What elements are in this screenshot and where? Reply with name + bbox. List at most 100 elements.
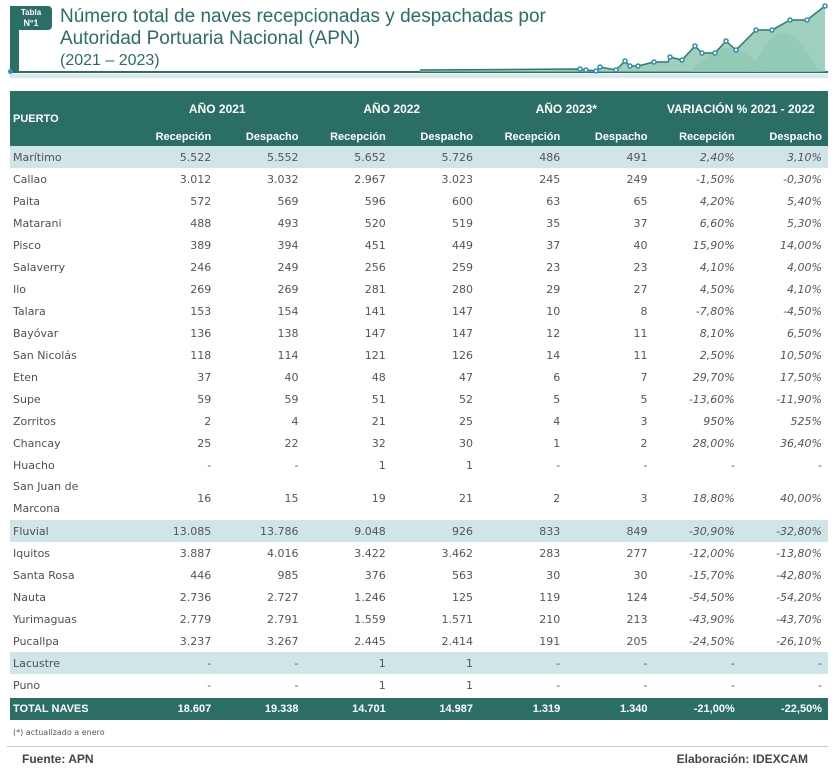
table-row: San Nicolás 118 114 121 126 14 11 2,50% 10,50%: [10, 344, 828, 366]
sparkline-point: [692, 43, 698, 49]
variation-cell: 17,50%: [780, 370, 822, 384]
subcol-despacho-2022: Despacho: [391, 127, 479, 146]
count-cell: 119: [539, 590, 561, 604]
header-divider: [10, 71, 828, 73]
total-row: TOTAL NAVES 18.607 19.338 14.701 14.987 …: [10, 698, 828, 720]
total-cell: -22,50%: [740, 698, 828, 720]
variation-cell: 18,80%: [692, 491, 735, 505]
sparkline-point: [635, 63, 641, 69]
count-cell: 2.727: [267, 590, 299, 604]
port-name: Marítimo: [10, 146, 130, 168]
count-cell: 13.786: [217, 520, 305, 542]
sparkline-point: [667, 54, 673, 60]
variation-cell: -54,50%: [688, 590, 735, 604]
count-cell: 491: [566, 146, 654, 168]
variation-cell: 4,20%: [699, 194, 735, 208]
variation-cell: 8,10%: [699, 326, 735, 340]
port-name: Iquitos: [13, 546, 51, 560]
subcol-recepcion-2022: Recepción: [304, 127, 392, 146]
port-name: Chancay: [13, 436, 61, 450]
variation-cell: -: [730, 458, 735, 472]
count-cell: 19: [371, 491, 386, 505]
count-cell: 256: [364, 260, 386, 274]
variation-cell: -4,50%: [783, 304, 822, 318]
variation-cell: -: [818, 678, 822, 692]
variation-cell: 15,90%: [692, 238, 735, 252]
count-cell: 4: [553, 414, 561, 428]
variation-cell: 36,40%: [780, 436, 822, 450]
count-cell: 376: [364, 568, 386, 582]
variation-cell: -7,80%: [695, 304, 735, 318]
count-cell: 40: [633, 238, 648, 252]
port-name: Pisco: [13, 238, 41, 252]
sparkline-point: [627, 63, 633, 69]
table-row: Salaverry 246 249 256 259 23 23 4,10% 4,00%: [10, 256, 828, 278]
variation-cell: 4,10%: [787, 282, 822, 296]
variation-cell: 2,40%: [653, 146, 741, 168]
section-row: Marítimo 5.522 5.552 5.652 5.726 486 491 2,40% 3…: [10, 146, 828, 168]
table-number-tag: Tabla N°1: [10, 6, 52, 30]
total-label: TOTAL NAVES: [10, 698, 130, 720]
total-cell: 1.340: [566, 698, 654, 720]
count-cell: 27: [633, 282, 648, 296]
variation-cell: -1,50%: [695, 172, 735, 186]
count-cell: 59: [284, 392, 299, 406]
count-cell: 213: [626, 612, 648, 626]
variation-cell: -30,90%: [653, 520, 741, 542]
count-cell: 259: [452, 260, 473, 274]
variation-cell: -12,00%: [688, 546, 735, 560]
count-cell: 141: [364, 304, 386, 318]
port-name: Yurimaguas: [13, 612, 77, 626]
count-cell: 451: [364, 238, 386, 252]
total-cell: 14.701: [304, 698, 392, 720]
count-cell: 249: [277, 260, 299, 274]
count-cell: -: [217, 652, 305, 674]
column-group-2021: AÑO 2021: [130, 91, 305, 127]
title-line-2: Autoridad Portuaria Nacional (APN): [60, 28, 360, 49]
variation-cell: 5,30%: [787, 216, 822, 230]
count-cell: 1: [378, 458, 386, 472]
count-cell: 5.522: [130, 146, 218, 168]
header-row-subcolumns: Recepción Despacho Recepción Despacho Re…: [10, 127, 828, 146]
count-cell: 2.736: [179, 590, 212, 604]
count-cell: 32: [371, 436, 386, 450]
count-cell: 4: [291, 414, 299, 428]
sparkline-point: [822, 3, 828, 9]
variation-cell: -: [653, 652, 741, 674]
total-cell: 14.987: [391, 698, 479, 720]
variation-cell: -13,60%: [688, 392, 735, 406]
section-row: Lacustre - -1 1- - - -: [10, 652, 828, 674]
count-cell: 48: [371, 370, 386, 384]
sparkline-point: [622, 58, 628, 64]
count-cell: 2.779: [179, 612, 212, 626]
count-cell: 114: [277, 348, 299, 362]
sparkline-points: [577, 3, 828, 74]
variation-cell: 28,00%: [692, 436, 735, 450]
sparkline-point: [577, 66, 583, 72]
sparkline-area: [420, 6, 825, 72]
count-cell: 3.237: [179, 634, 212, 648]
count-cell: 5: [640, 392, 648, 406]
count-cell: 16: [197, 491, 212, 505]
column-group-variacion: VARIACIÓN % 2021 - 2022: [653, 91, 828, 127]
count-cell: 3.012: [179, 172, 212, 186]
port-name: Talara: [13, 304, 46, 318]
variation-cell: 6,50%: [787, 326, 822, 340]
title-line-1: Número total de naves recepcionadas y de…: [60, 6, 546, 27]
variation-cell: -11,90%: [776, 392, 822, 406]
count-cell: -: [556, 678, 561, 692]
variation-cell: 5,40%: [787, 194, 822, 208]
subcol-recepcion-variacion: Recepción: [653, 127, 741, 146]
section-row: Fluvial 13.085 13.786 9.048 926 833 849 -30,90%…: [10, 520, 828, 542]
count-cell: 6: [553, 370, 561, 384]
sparkline-point: [712, 50, 718, 56]
spacer-cell: [10, 696, 828, 698]
count-cell: 118: [190, 348, 212, 362]
count-cell: 59: [197, 392, 212, 406]
count-cell: 14: [546, 348, 561, 362]
port-name: Puno: [13, 678, 41, 692]
page-title: Número total de naves recepcionadas y de…: [60, 6, 546, 50]
sparkline-point: [651, 59, 657, 65]
count-cell: 277: [626, 546, 648, 560]
column-group-2022: AÑO 2022: [304, 91, 479, 127]
